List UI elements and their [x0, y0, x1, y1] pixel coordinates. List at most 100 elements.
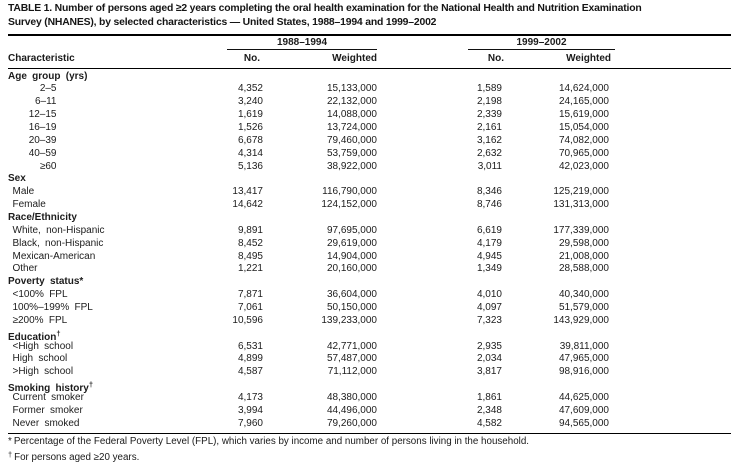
filler-cell [609, 135, 731, 148]
empty-cell [222, 71, 263, 84]
table-row: ≥60 5,136 38,922,000 3,011 42,023,000 [8, 161, 731, 174]
weighted-1988-cell: 15,133,000 [326, 83, 377, 95]
no-1999-cell: 4,945 [476, 250, 502, 262]
weighted-1999-cell: 47,965,000 [558, 353, 609, 365]
weighted-1988-cell: 14,088,000 [326, 109, 377, 121]
empty-cell [222, 212, 263, 225]
no-1999-cell: 2,161 [476, 121, 502, 133]
row-label: 20–39 [8, 135, 222, 148]
table-row: 12–15 1,619 14,088,000 2,339 15,619,000 [8, 109, 731, 122]
no-1988-cell: 10,596 [232, 314, 263, 326]
empty-cell [502, 173, 609, 186]
row-label: 6–11 [8, 96, 222, 109]
table-row: Mexican-American 8,495 14,904,000 4,945 21,0… [8, 251, 731, 264]
row-label: 40–59 [8, 148, 222, 161]
filler-cell [609, 418, 731, 431]
weighted-1999-cell: 94,565,000 [558, 417, 609, 429]
empty-cell [609, 276, 731, 289]
section-row: Race/Ethnicity [8, 212, 731, 225]
weighted-1999-cell: 74,082,000 [558, 134, 609, 146]
weighted-1988-cell: 79,460,000 [326, 134, 377, 146]
section-label: Poverty status* [8, 276, 84, 288]
weighted-1988-cell: 53,759,000 [326, 147, 377, 159]
section-label: Smoking history† [8, 380, 94, 395]
filler-cell [609, 315, 731, 328]
table-row: 20–39 6,678 79,460,000 3,162 74,082,000 [8, 135, 731, 148]
filler-cell [609, 289, 731, 302]
weighted-header-1999: Weighted [566, 53, 611, 64]
empty-cell [377, 173, 502, 186]
filler-cell [609, 392, 731, 405]
filler-cell [609, 96, 731, 109]
empty-cell [609, 71, 731, 84]
row-label: <100% FPL [12, 289, 68, 301]
weighted-1988-cell: 71,112,000 [327, 366, 377, 378]
no-1988-cell: 4,587 [237, 366, 263, 378]
no-header-1999: No. [487, 53, 504, 64]
no-1999-cell: 2,935 [476, 340, 502, 352]
no-1988-cell: 9,891 [237, 224, 263, 236]
empty-cell [502, 276, 609, 289]
footnote-text: Percentage of the Federal Poverty Level … [13, 436, 529, 447]
weighted-1988-cell: 79,260,000 [326, 417, 377, 429]
weighted-1988-cell: 20,160,000 [326, 263, 377, 275]
no-1988-cell: 4,314 [237, 147, 263, 159]
section-label: Education† [8, 328, 61, 343]
footnote-fpl: * Percentage of the Federal Poverty Level… [8, 436, 529, 449]
row-label: 16–19 [8, 122, 222, 135]
table-row: Female 14,642 124,152,000 8,746 131,313,000 [8, 199, 731, 212]
dagger-marker: † [88, 380, 94, 390]
row-label: Current smoker [12, 391, 84, 403]
filler-cell [609, 199, 731, 212]
no-1988-cell: 13,417 [232, 186, 263, 198]
dagger-marker: † [56, 328, 61, 338]
weighted-1988-cell: 22,132,000 [326, 96, 377, 108]
row-label: ≥60 [8, 161, 222, 174]
section-label: Race/Ethnicity [8, 211, 77, 223]
no-1999-cell: 3,817 [476, 366, 502, 378]
empty-cell [263, 173, 377, 186]
weighted-1999-cell: 125,219,000 [553, 186, 609, 198]
filler-cell [609, 302, 731, 315]
empty-cell [609, 173, 731, 186]
empty-cell [263, 212, 377, 225]
weighted-1999-cell: 24,165,000 [558, 96, 609, 108]
no-1999-cell: 2,339 [476, 109, 502, 121]
data-table: 1988–1994 1999–2002 Characteristic No. W… [8, 34, 731, 435]
row-label: Mexican-American [12, 250, 96, 262]
table-row: Never smoked 7,960 79,260,000 4,582 94,565,0… [8, 418, 731, 431]
filler-cell [609, 83, 731, 96]
table-row: 2–5 4,352 15,133,000 1,589 14,624,000 [8, 83, 731, 96]
table-title-line2: Survey (NHANES), by selected characteris… [8, 17, 437, 28]
row-label: Male [12, 186, 35, 198]
filler-cell [609, 148, 731, 161]
row-label: <High school [12, 340, 74, 352]
footnote-marker-dagger: † [8, 449, 13, 459]
weighted-1999-cell: 40,340,000 [558, 289, 609, 301]
weighted-1999-cell: 14,624,000 [558, 83, 609, 95]
weighted-1988-cell: 139,233,000 [321, 314, 377, 326]
no-1999-cell: 8,346 [476, 186, 502, 198]
table-row: 100%–199% FPL 7,061 50,150,000 4,097 51,579,… [8, 302, 731, 315]
no-1999-cell: 1,349 [476, 263, 502, 275]
filler-cell [609, 238, 731, 251]
weighted-1999-cell: 70,965,000 [558, 147, 609, 159]
table-row: Other 1,221 20,160,000 1,349 28,588,000 [8, 263, 731, 276]
empty-cell [222, 173, 263, 186]
table-header: 1988–1994 1999–2002 Characteristic No. W… [8, 36, 731, 69]
row-label: >High school [12, 366, 74, 378]
section-row: Age group (yrs) [8, 71, 731, 84]
weighted-1999-cell: 15,054,000 [558, 121, 609, 133]
no-1999-cell: 2,348 [476, 404, 502, 416]
age-range-label: 40–59 [28, 147, 57, 159]
weighted-1999-cell: 39,811,000 [559, 340, 609, 352]
filler-cell [609, 353, 731, 366]
no-1988-cell: 8,495 [237, 250, 263, 262]
no-1999-cell: 8,746 [476, 199, 502, 211]
weighted-1988-cell: 48,380,000 [326, 391, 377, 403]
filler-cell [609, 251, 731, 264]
characteristic-header: Characteristic [8, 53, 75, 64]
age-range-label: 16–19 [28, 121, 57, 133]
row-label: Other [12, 263, 38, 275]
